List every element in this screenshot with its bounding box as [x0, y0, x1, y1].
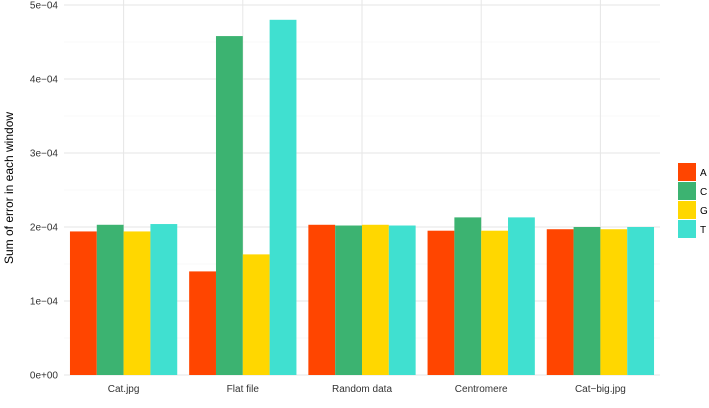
bar-g — [481, 230, 509, 375]
y-tick-label: 2e−04 — [30, 223, 59, 234]
bar-t — [627, 227, 655, 375]
bar-c — [215, 36, 243, 376]
bar-c — [573, 227, 601, 375]
bar-g — [362, 224, 389, 375]
bar-a — [546, 229, 574, 375]
legend-key — [678, 182, 696, 200]
y-axis-ticks: 0e+00 1e−04 2e−04 3e−04 4e−04 5e−04 — [30, 1, 59, 382]
legend-key — [678, 201, 696, 219]
bar-g — [600, 229, 628, 375]
legend-label: T — [700, 225, 706, 236]
legend-label: G — [700, 206, 708, 217]
bar-t — [508, 217, 535, 375]
legend-key — [678, 220, 696, 238]
bar-c — [454, 217, 482, 375]
x-tick-label: Centromere — [455, 384, 508, 395]
y-tick-label: 1e−04 — [30, 297, 59, 308]
bar-c — [335, 225, 362, 375]
bar-g — [123, 231, 151, 375]
x-tick-label: Flat file — [227, 384, 260, 395]
bar-a — [308, 224, 336, 375]
y-tick-label: 4e−04 — [30, 75, 59, 86]
x-axis-ticks: Cat.jpg Flat file Random data Centromere Cat… — [108, 384, 626, 395]
bar-t — [150, 224, 178, 375]
x-tick-label: Cat.jpg — [108, 384, 140, 395]
y-tick-label: 0e+00 — [30, 371, 59, 382]
bar-a — [189, 271, 216, 375]
bar-g — [242, 254, 270, 375]
x-tick-label: Cat−big.jpg — [575, 384, 626, 395]
y-tick-label: 5e−04 — [30, 1, 59, 12]
bar-t — [269, 19, 297, 376]
legend-label: A — [700, 168, 707, 179]
legend-label: C — [700, 187, 707, 198]
bar-a — [69, 231, 97, 375]
bar-c — [96, 224, 124, 375]
legend-key — [678, 163, 696, 181]
bar-t — [388, 225, 416, 375]
y-axis-title: Sum of error in each window — [2, 112, 16, 264]
x-tick-label: Random data — [332, 384, 392, 395]
bars — [69, 19, 655, 376]
y-tick-label: 3e−04 — [30, 149, 59, 160]
bar-a — [427, 230, 455, 375]
